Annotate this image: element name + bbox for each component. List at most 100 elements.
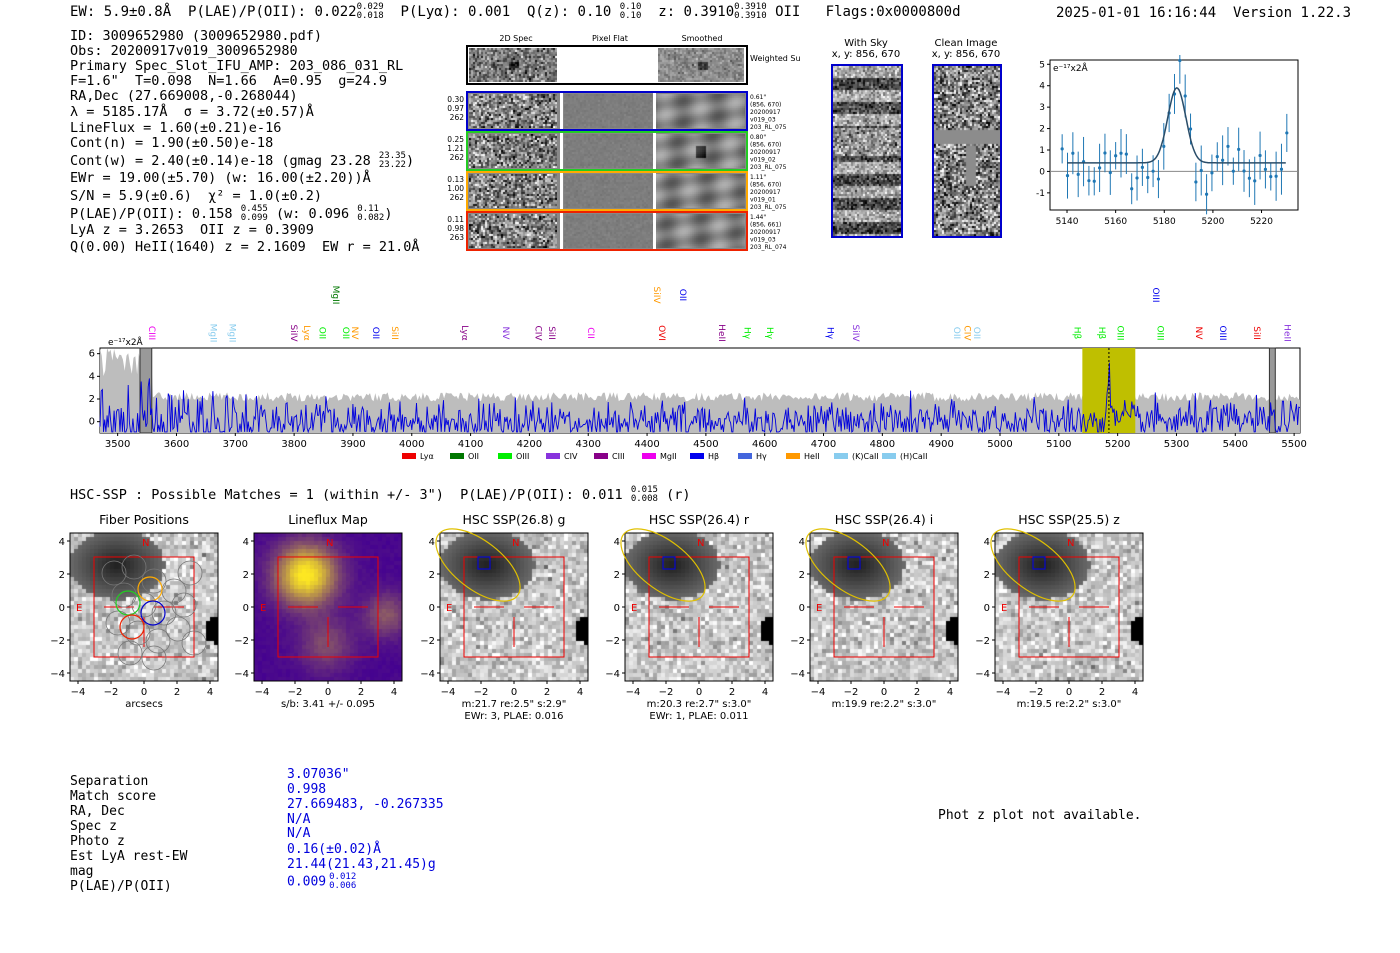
cutout-spec: [469, 174, 557, 208]
fiber-circle: [181, 630, 207, 656]
match-label: Separation: [70, 774, 149, 789]
spectral-line-label: Lyα: [459, 325, 469, 341]
zoom-point: [1215, 154, 1219, 159]
zoom-point: [1253, 179, 1257, 183]
legend-label: Hβ: [708, 452, 719, 461]
hsc-ytick-label: 2: [243, 570, 249, 581]
cutout-flat: [564, 174, 653, 208]
zoom-point: [1114, 154, 1118, 158]
zoom-ytick-label: -1: [1036, 189, 1045, 199]
galaxy-ellipse: [435, 528, 521, 602]
info-id: ID: 3009652980 (3009652980.pdf): [70, 28, 322, 44]
summary-header: EW: 5.9±0.8Å P(LAE)/P(OII): 0.022 0.029 0.…: [70, 3, 961, 21]
match-label: Est LyA rest-EW: [70, 849, 188, 864]
cutout-right-label: 203_RL_075: [750, 124, 787, 131]
spectrum-xtick-label: 5400: [1223, 439, 1248, 450]
cutout-left-label: 262: [450, 193, 465, 202]
spectral-line-label: MgII: [208, 324, 218, 343]
spectral-line-label: Hβ: [1096, 327, 1106, 340]
hsc-xtick-label: −2: [104, 687, 119, 698]
spectral-line-label: Hγ: [764, 327, 774, 340]
zoom-point: [1188, 127, 1193, 131]
cutout-right-label: (856, 670): [750, 102, 781, 109]
zoom-point: [1076, 172, 1080, 176]
cutout-left-label: 0.13: [447, 175, 464, 184]
spectrum-ytick-label: 6: [89, 349, 95, 360]
hsc-xtick-label: 0: [325, 687, 331, 698]
spectrum-ytick-label: 0: [89, 417, 95, 428]
match-label: P(LAE)/P(OII): [70, 879, 172, 894]
zoom-xtick-label: 5200: [1201, 217, 1224, 227]
datetime: 2025-01-01 16:16:44: [1056, 5, 1217, 21]
legend-label: Lyα: [420, 452, 434, 461]
cutout-left-label: 0.97: [447, 104, 464, 113]
hsc-ytick-label: 4: [59, 537, 65, 548]
zoom-point: [1194, 180, 1198, 184]
spectrum-xtick-label: 3900: [340, 439, 365, 450]
spectral-line-label: Lyα: [301, 325, 311, 341]
info-contw: Cont(w) = 2.40(±0.14)e-18 (gmag 23.28 23…: [70, 151, 415, 170]
hsc-source-box: [662, 556, 676, 570]
zoom-xtick-label: 5140: [1056, 217, 1079, 227]
hsc-ytick-label: 0: [429, 603, 435, 614]
zoom-point: [1119, 151, 1123, 155]
north-label: N: [142, 538, 149, 549]
zoom-point: [1065, 174, 1070, 178]
hsc-xtick-label: 2: [729, 687, 735, 698]
info-lambda: λ = 5185.17Å σ = 3.72(±0.57)Å: [70, 104, 314, 120]
hsc-ytick-label: 0: [243, 603, 249, 614]
cutout-left-label: 1.21: [447, 144, 464, 153]
hsc-xtick-label: 0: [511, 687, 517, 698]
zoom-ytick-label: 4: [1039, 82, 1045, 92]
east-label: E: [816, 603, 822, 614]
fiber-circle: [117, 640, 143, 666]
zoom-ytick-label: 3: [1039, 103, 1045, 113]
legend-swatch: [882, 453, 896, 459]
hsc-ytick-label: −2: [50, 636, 65, 647]
hsc-axes-frame: [253, 532, 403, 682]
hsc-ytick-label: 2: [984, 570, 990, 581]
match-label: mag: [70, 864, 94, 879]
hsc-ytick-label: 2: [799, 570, 805, 581]
legend-swatch: [786, 453, 800, 459]
hsc-panel-overlay: N E 4 2 0 −2 −4 −4 −2 0 2 4 m:20.3 re:2.7" s:3.0"EWr…: [605, 528, 774, 722]
hsc-xtick-label: 0: [696, 687, 702, 698]
hsc-panel-title: HSC SSP(26.4) r: [648, 512, 750, 527]
spectral-line-label: OII: [316, 327, 326, 339]
hsc-ytick-label: −4: [975, 669, 990, 680]
lineflux-map-image: [254, 533, 402, 681]
zoom-point: [1247, 176, 1251, 180]
timestamp-version: 2025-01-01 16:16:44 Version 1.22.3: [1056, 5, 1351, 21]
cutout-right-label: 203_RL_075: [750, 164, 787, 171]
spectral-line-label: HeII: [716, 324, 726, 342]
cutout-right-label: v019_03: [750, 237, 776, 244]
hsc-cutout-image: [995, 533, 1143, 681]
hsc-ytick-label: −4: [50, 669, 65, 680]
spectrum-xtick-label: 4900: [928, 439, 953, 450]
spectral-line-label: MgII: [226, 324, 236, 343]
match-value: 0.16(±0.02)Å: [287, 842, 381, 857]
north-label: N: [697, 538, 704, 549]
spectral-line-label: NV: [1193, 327, 1203, 341]
hsc-ytick-label: 4: [984, 537, 990, 548]
spectral-line-label: OIII: [1155, 325, 1165, 340]
match-label: Photo z: [70, 834, 125, 849]
spectral-line-label: CIV: [532, 325, 542, 341]
hsc-source-box: [477, 556, 491, 570]
info-lineflux: LineFlux = 1.60(±0.21)e-16: [70, 120, 282, 136]
spectral-line-label: Hβ: [1072, 327, 1082, 340]
zoom-ytick-label: 1: [1039, 146, 1045, 156]
cutout-right-label: v019_02: [750, 157, 776, 164]
cutout-spec: [469, 214, 557, 248]
spectral-line-label: Hγ: [825, 327, 835, 340]
cutout-right-label: 0.80": [750, 134, 766, 141]
hsc-xtick-label: 2: [914, 687, 920, 698]
hsc-ytick-label: −2: [975, 636, 990, 647]
qz-bounds: 0.10 0.10: [619, 2, 642, 21]
zoom-point: [1199, 168, 1203, 173]
spectrum-xtick-label: 4800: [870, 439, 895, 450]
info-sn: S/N = 5.9(±0.6) χ² = 1.0(±0.2): [70, 188, 322, 204]
fiber-circle: [171, 592, 197, 618]
hsc-ytick-label: 2: [614, 570, 620, 581]
hsc-ytick-label: −2: [790, 636, 805, 647]
